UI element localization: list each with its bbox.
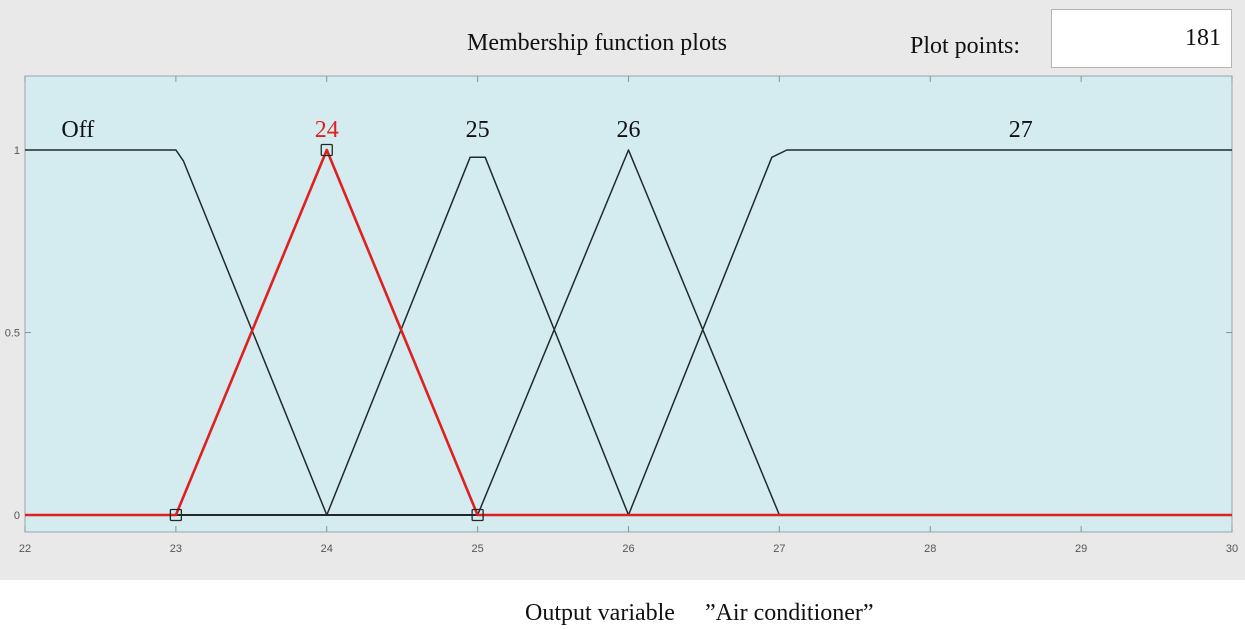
vertex-handle[interactable] [169,508,183,522]
x-tick-label: 28 [924,543,936,555]
x-tick-label: 26 [622,543,634,555]
mf-label-25[interactable]: 25 [466,117,490,143]
mf-label-27[interactable]: 27 [1009,117,1033,143]
plot-title: Membership function plots [467,30,727,56]
y-tick-label: 1 [14,145,20,157]
mf-curve-24[interactable] [25,148,1232,517]
y-tick-label: 0 [14,510,20,522]
mf-label-24[interactable]: 24 [315,117,339,143]
x-tick-label: 30 [1226,543,1238,555]
plot-points-input[interactable] [1051,9,1232,68]
vertex-handle[interactable] [471,508,484,522]
output-variable-caption: Output variable ”Air conditioner” [525,600,874,626]
mf-label-off[interactable]: Off [61,117,94,143]
edit-handles [169,143,484,522]
axis-ticks: 22 23 24 25 26 27 28 29 30 0 0.5 1 [5,76,1238,555]
membership-curves [25,148,1232,517]
mf-label-26[interactable]: 26 [617,117,641,143]
vertex-handle[interactable] [320,143,333,157]
y-tick-label: 0.5 [5,328,20,340]
x-tick-label: 23 [170,543,182,555]
mf-labels: Off 24 25 26 27 [61,117,1032,143]
x-tick-label: 22 [19,543,31,555]
x-tick-label: 27 [773,543,785,555]
mf-curve-27[interactable] [25,149,1232,516]
membership-chart: 22 23 24 25 26 27 28 29 30 0 0.5 1 Off 24 25 26 27 [5,75,1238,555]
x-tick-label: 25 [472,543,484,555]
plot-area[interactable] [24,75,1233,533]
plot-points-label: Plot points: [910,33,1021,59]
x-tick-label: 29 [1075,543,1087,555]
x-tick-label: 24 [321,543,333,555]
